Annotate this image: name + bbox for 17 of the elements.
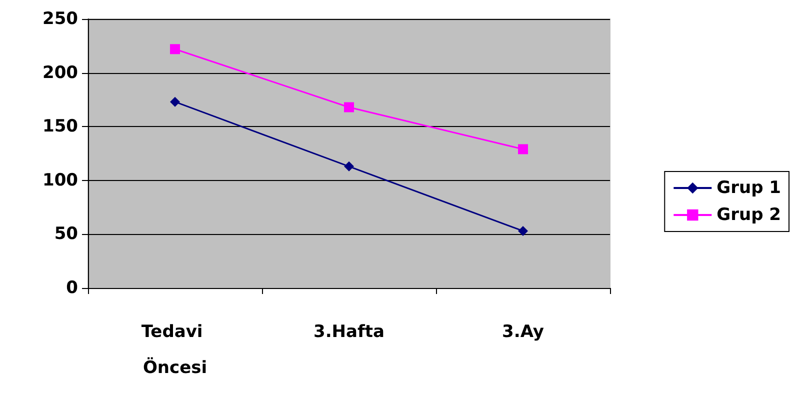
legend-label: Grup 1 bbox=[716, 178, 782, 198]
point bbox=[170, 96, 180, 107]
point bbox=[518, 144, 528, 154]
x-tick-label: 3.Hafta bbox=[314, 322, 384, 342]
x-tick-label: Tedavi Öncesi bbox=[141, 322, 209, 378]
y-tick-label: 200 bbox=[42, 62, 78, 83]
y-tick-label: 0 bbox=[66, 278, 78, 298]
x-tick-label: 3.Ay bbox=[502, 322, 544, 342]
y-tick-label: 100 bbox=[42, 170, 78, 190]
point bbox=[170, 44, 180, 54]
legend-label: Grup 2 bbox=[716, 205, 782, 225]
y-tick-label: 150 bbox=[42, 116, 78, 137]
point bbox=[518, 226, 528, 236]
y-tick-label: 250 bbox=[42, 9, 78, 29]
point bbox=[344, 102, 354, 112]
point bbox=[344, 161, 354, 172]
y-tick-label: 50 bbox=[54, 224, 78, 244]
